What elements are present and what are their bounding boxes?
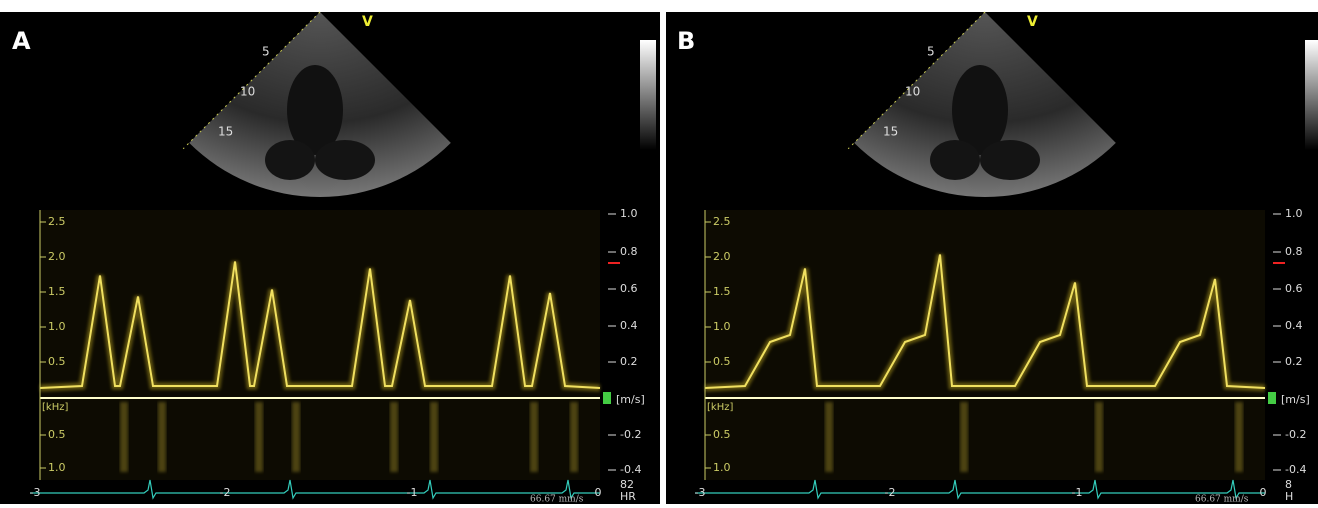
freq-label: 0.5 <box>48 355 66 368</box>
baseline-handle <box>603 392 611 404</box>
velocity-label: 0.8 <box>1285 245 1303 258</box>
panel: A V 5 10 15 2.5 2.0 1.5 1.0 0.5 0.5 1.0 [kHz] 1.0 0.8 0… <box>0 11 660 505</box>
velocity-unit: [m/s] <box>616 393 645 406</box>
velocity-label: -0.4 <box>620 463 641 476</box>
freq-label: 1.0 <box>713 320 731 333</box>
velocity-label: 0.4 <box>620 319 638 332</box>
velocity-label: -0.4 <box>1285 463 1306 476</box>
heart-rate: 82 <box>620 478 634 491</box>
velocity-label: 1.0 <box>1285 207 1303 220</box>
freq-label: 0.5 <box>713 355 731 368</box>
freq-label: 1.0 <box>48 461 66 474</box>
doppler-area <box>40 210 600 480</box>
velocity-label: 0.2 <box>620 355 638 368</box>
velocity-label: 1.0 <box>620 207 638 220</box>
doppler-noise <box>570 402 578 472</box>
echo-chamber <box>980 140 1040 180</box>
ecg-trace <box>695 479 1265 500</box>
velocity-label: 0.6 <box>1285 282 1303 295</box>
doppler-noise <box>825 402 833 472</box>
heart-rate: 8 <box>1285 478 1292 491</box>
doppler-envelope <box>39 261 601 389</box>
depth-label: 15 <box>883 125 898 139</box>
freq-label: 2.0 <box>713 250 731 263</box>
time-label: -3 <box>30 486 41 499</box>
grey-scale-bar <box>1305 40 1318 150</box>
echo-chamber <box>952 65 1008 155</box>
panel-label: A <box>12 27 31 55</box>
heart-rate-unit: HR <box>620 490 636 503</box>
time-label: -3 <box>695 486 706 499</box>
time-label: -2 <box>220 486 231 499</box>
panel: B V 5 10 15 2.5 2.0 1.5 1.0 0.5 0.5 1.0 [kHz] 1.0 0.8 0… <box>665 11 1318 505</box>
freq-label: 1.5 <box>713 285 731 298</box>
freq-label: 1.0 <box>48 320 66 333</box>
doppler-noise <box>292 402 300 472</box>
depth-label: 5 <box>262 45 270 59</box>
freq-unit: [kHz] <box>707 402 733 413</box>
doppler-noise <box>255 402 263 472</box>
probe-marker: V <box>362 14 373 30</box>
grey-scale-bar <box>640 40 656 150</box>
echo-chamber <box>930 140 980 180</box>
freq-label: 0.5 <box>48 428 66 441</box>
ecg-trace <box>30 479 600 500</box>
freq-label: 2.0 <box>48 250 66 263</box>
echo-chamber <box>287 65 343 155</box>
probe-marker: V <box>1027 14 1038 30</box>
velocity-label: -0.2 <box>1285 428 1306 441</box>
freq-label: 2.5 <box>48 215 66 228</box>
time-label: 0 <box>595 486 602 499</box>
echo-chamber <box>315 140 375 180</box>
sweep-speed: 66.67 mm/s <box>530 495 584 505</box>
doppler-noise <box>530 402 538 472</box>
sector-edge <box>182 11 321 150</box>
freq-label: 1.5 <box>48 285 66 298</box>
sector-edge <box>847 11 986 150</box>
depth-label: 10 <box>240 85 255 99</box>
velocity-label: -0.2 <box>620 428 641 441</box>
doppler-noise <box>1235 402 1243 472</box>
velocity-label: 0.8 <box>620 245 638 258</box>
freq-unit: [kHz] <box>42 402 68 413</box>
time-label: 0 <box>1260 486 1267 499</box>
doppler-noise <box>1095 402 1103 472</box>
velocity-unit: [m/s] <box>1281 393 1310 406</box>
freq-label: 0.5 <box>713 428 731 441</box>
baseline-handle <box>1268 392 1276 404</box>
doppler-area <box>705 210 1265 480</box>
doppler-noise <box>390 402 398 472</box>
time-label: -2 <box>885 486 896 499</box>
panel-label: B <box>677 27 695 55</box>
depth-label: 15 <box>218 125 233 139</box>
doppler-noise <box>158 402 166 472</box>
depth-label: 5 <box>927 45 935 59</box>
doppler-noise <box>960 402 968 472</box>
sweep-speed: 66.67 mm/s <box>1195 495 1249 505</box>
velocity-label: 0.2 <box>1285 355 1303 368</box>
time-label: -1 <box>407 486 418 499</box>
heart-rate-unit: H <box>1285 490 1293 503</box>
freq-label: 2.5 <box>713 215 731 228</box>
depth-label: 10 <box>905 85 920 99</box>
panel-divider <box>662 0 666 504</box>
echo-chamber <box>265 140 315 180</box>
doppler-noise <box>120 402 128 472</box>
freq-label: 1.0 <box>713 461 731 474</box>
doppler-noise <box>430 402 438 472</box>
doppler-envelope <box>704 254 1266 389</box>
velocity-label: 0.6 <box>620 282 638 295</box>
velocity-label: 0.4 <box>1285 319 1303 332</box>
time-label: -1 <box>1072 486 1083 499</box>
